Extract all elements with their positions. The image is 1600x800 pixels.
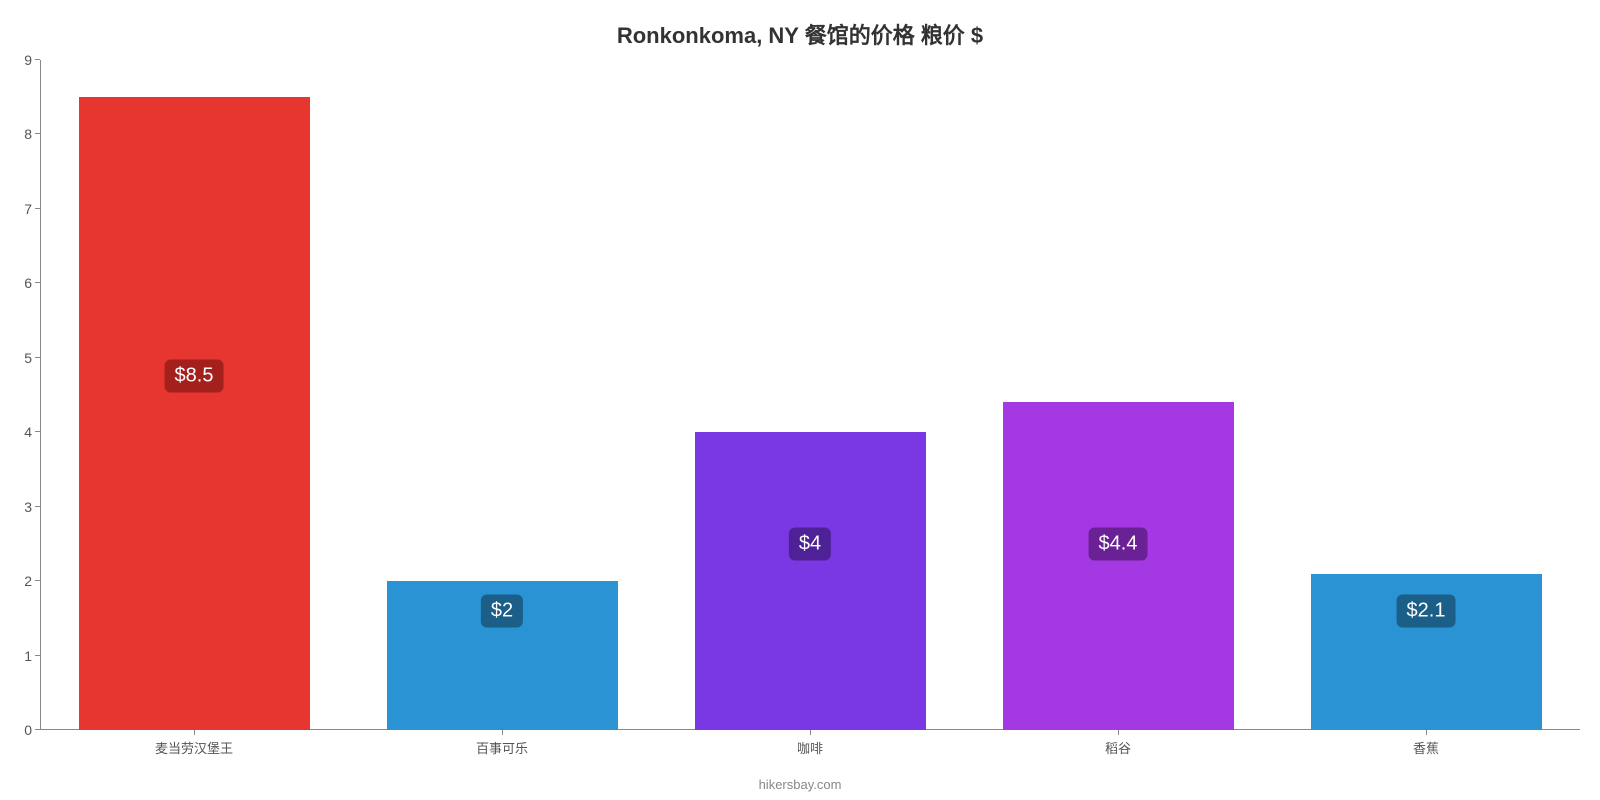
bar: $8.5: [79, 97, 310, 730]
y-tick-mark: [35, 729, 40, 730]
y-tick-label: 6: [24, 275, 32, 291]
y-axis-line: [40, 60, 41, 730]
value-badge: $2: [481, 594, 523, 627]
y-tick-mark: [35, 580, 40, 581]
plot-area: 0123456789麦当劳汉堡王$8.5百事可乐$2咖啡$4稻谷$4.4香蕉$2…: [40, 60, 1580, 730]
y-tick-label: 2: [24, 573, 32, 589]
y-tick-label: 5: [24, 350, 32, 366]
chart-title: Ronkonkoma, NY 餐馆的价格 粮价 $: [0, 18, 1600, 50]
x-tick-label: 麦当劳汉堡王: [155, 738, 233, 757]
x-tick-mark: [1426, 730, 1427, 735]
y-tick-label: 8: [24, 126, 32, 142]
value-badge: $4.4: [1089, 527, 1148, 560]
price-bar-chart: Ronkonkoma, NY 餐馆的价格 粮价 $ 0123456789麦当劳汉…: [0, 0, 1600, 800]
x-tick-mark: [502, 730, 503, 735]
y-tick-label: 1: [24, 648, 32, 664]
y-tick-mark: [35, 59, 40, 60]
y-tick-label: 7: [24, 201, 32, 217]
x-tick-mark: [1118, 730, 1119, 735]
y-tick-label: 4: [24, 424, 32, 440]
bar: $4: [695, 432, 926, 730]
y-tick-mark: [35, 655, 40, 656]
bar: $2.1: [1311, 574, 1542, 730]
y-tick-label: 3: [24, 499, 32, 515]
x-tick-mark: [194, 730, 195, 735]
y-tick-mark: [35, 506, 40, 507]
y-tick-mark: [35, 208, 40, 209]
y-tick-mark: [35, 133, 40, 134]
y-tick-mark: [35, 282, 40, 283]
value-badge: $8.5: [165, 360, 224, 393]
x-tick-label: 咖啡: [797, 738, 823, 757]
x-tick-label: 百事可乐: [476, 738, 528, 757]
chart-footer: hikersbay.com: [0, 777, 1600, 792]
y-tick-label: 0: [24, 722, 32, 738]
x-tick-label: 稻谷: [1105, 738, 1131, 757]
y-tick-mark: [35, 431, 40, 432]
y-tick-label: 9: [24, 52, 32, 68]
x-tick-mark: [810, 730, 811, 735]
x-tick-label: 香蕉: [1413, 738, 1439, 757]
bar: $4.4: [1003, 402, 1234, 730]
value-badge: $4: [789, 527, 831, 560]
bar: $2: [387, 581, 618, 730]
value-badge: $2.1: [1397, 594, 1456, 627]
y-tick-mark: [35, 357, 40, 358]
